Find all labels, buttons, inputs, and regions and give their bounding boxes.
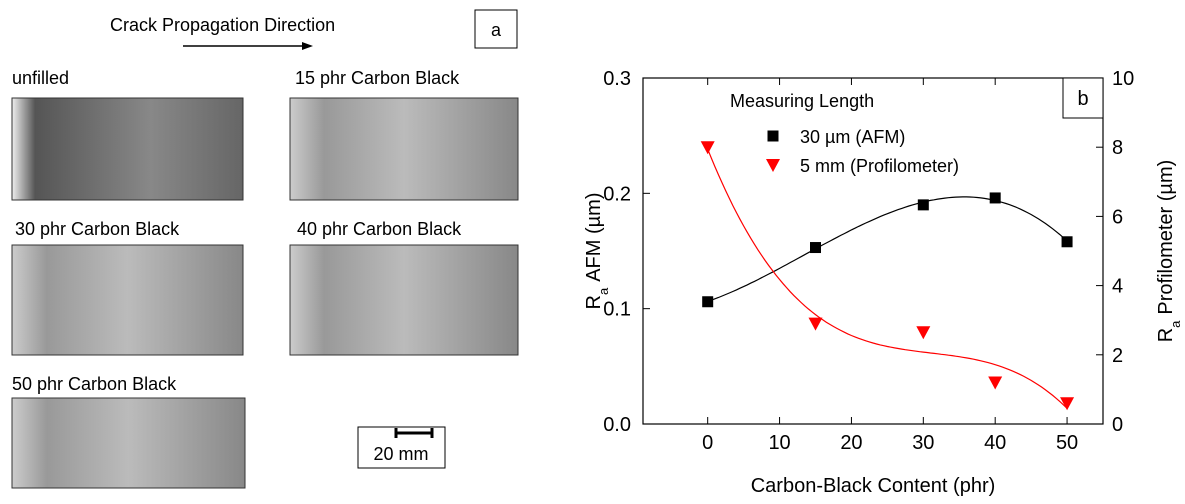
legend-marker [766,159,780,172]
legend-marker [767,130,779,142]
x-tick-label: 30 [912,432,934,454]
data-point [916,326,931,340]
y2-tick-label: 6 [1112,206,1123,228]
y2-tick-label: 10 [1112,68,1134,90]
scale-bar [394,428,434,438]
y2-axis-text: Profilometer (µm) [1155,160,1177,315]
y2-tick-label: 0 [1112,414,1123,436]
data-point [810,242,821,254]
legend-title: Measuring Length [730,91,874,111]
x-tick-label: 0 [702,432,713,454]
fit-curve [707,148,1068,409]
y2-tick-label: 8 [1112,137,1123,159]
y2-tick-label: 2 [1112,345,1123,367]
data-point [988,376,1003,390]
image-label: 30 phr Carbon Black [15,219,180,239]
y-axis-text: AFM (µm) [583,193,605,282]
y-axis-label: Ra AFM (µm) [583,193,611,310]
legend-label: 5 mm (Profilometer) [800,156,959,176]
y2-axis-symbol: R [1155,328,1177,342]
data-point [808,317,823,331]
arrow-head [302,42,313,50]
y-axis-symbol: R [583,295,605,309]
image-label: 40 phr Carbon Black [297,219,462,239]
photo [11,244,244,356]
legend-label: 30 µm (AFM) [800,127,905,147]
scale-label: 20 mm [373,444,428,464]
photo [11,397,246,489]
image-label: 50 phr Carbon Black [12,374,177,394]
x-tick-label: 40 [984,432,1006,454]
data-point [702,296,714,308]
data-point [989,192,1001,204]
data-point [917,199,929,211]
image-label: unfilled [12,68,69,88]
plot-area [642,77,1104,425]
data-point [1061,236,1073,248]
y-axis-subscript: a [596,287,611,295]
data-point [1060,397,1075,411]
image-label: 15 phr Carbon Black [295,68,460,88]
x-tick-label: 20 [840,432,862,454]
y-tick-label: 0.1 [603,299,631,321]
y2-axis-subscript: a [1168,320,1183,328]
x-tick-label: 50 [1056,432,1078,454]
x-tick-label: 10 [768,432,790,454]
photo [289,244,519,356]
y2-tick-label: 4 [1112,276,1123,298]
fit-curve [707,196,1068,303]
y-tick-label: 0.2 [603,183,631,205]
photo [11,97,244,201]
photo [289,97,519,201]
chart: 0 10 20 30 40 50 0.0 0.1 0.2 0.3 0 2 4 6 8 10 Carbon-Bla… [583,68,1183,497]
y-tick-label: 0.0 [603,414,631,436]
panel-label: a [491,20,502,40]
y-tick-label: 0.3 [603,68,631,90]
y2-axis-label: Ra Profilometer (µm) [1155,160,1183,343]
panel-label-box [474,9,518,49]
x-axis-label: Carbon-Black Content (phr) [751,475,996,497]
direction-label: Crack Propagation Direction [110,15,335,35]
panel-label-box [1062,77,1104,119]
panel-label: b [1077,88,1088,110]
data-point [700,141,715,155]
